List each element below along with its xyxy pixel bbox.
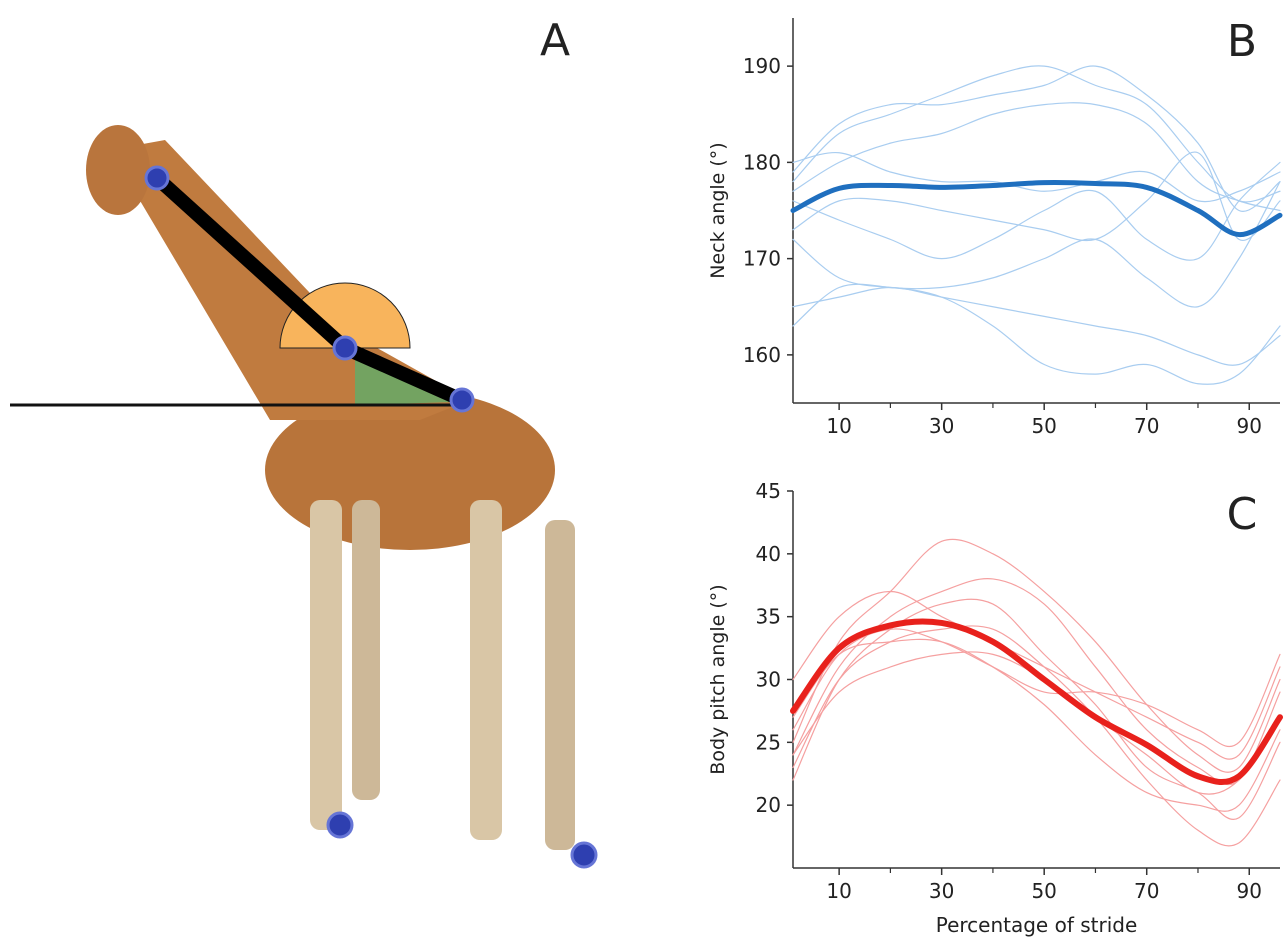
y-tick-label: 30 <box>756 668 781 692</box>
x-tick-label: 10 <box>826 414 851 438</box>
marker <box>570 841 598 869</box>
y-tick-label: 45 <box>756 479 781 503</box>
panel-label: A <box>540 15 570 66</box>
x-tick-label: 30 <box>929 879 954 903</box>
series-line <box>792 628 1281 748</box>
series-line <box>790 618 1283 785</box>
y-tick-label: 190 <box>743 54 781 78</box>
y-axis-label: Body pitch angle (°) <box>707 584 729 774</box>
series-line <box>792 625 1281 847</box>
x-axis-label: Percentage of stride <box>936 913 1138 937</box>
y-tick-label: 35 <box>756 605 781 629</box>
x-tick-label: 30 <box>929 414 954 438</box>
panel-label: B <box>1227 16 1257 67</box>
series-line <box>792 102 1281 212</box>
x-tick-label: 70 <box>1134 879 1159 903</box>
y-tick-label: 40 <box>756 542 781 566</box>
giraffe-illustration: A <box>10 15 598 869</box>
panel-label: C <box>1227 489 1258 540</box>
y-tick-label: 160 <box>743 343 781 367</box>
x-tick-label: 90 <box>1237 414 1262 438</box>
series-line <box>792 181 1281 308</box>
x-tick-label: 70 <box>1134 414 1159 438</box>
angle-arc <box>279 282 411 349</box>
markers <box>144 165 598 869</box>
giraffe-head <box>86 125 150 215</box>
marker <box>449 387 475 413</box>
series-line <box>792 161 1281 261</box>
y-axis-label: Neck angle (°) <box>707 142 729 278</box>
marker <box>332 335 358 361</box>
y-tick-label: 170 <box>743 247 781 271</box>
series-line <box>792 286 1281 366</box>
series-line <box>792 151 1281 242</box>
marker <box>326 811 354 839</box>
series-line <box>792 538 1281 773</box>
x-tick-label: 90 <box>1237 879 1262 903</box>
series-line <box>792 152 1281 203</box>
y-tick-label: 180 <box>743 150 781 174</box>
series-line <box>792 598 1281 820</box>
marker <box>144 165 170 191</box>
series-line <box>792 578 1281 786</box>
series-line <box>792 283 1281 385</box>
y-tick-label: 25 <box>756 730 781 754</box>
giraffe-leg <box>310 500 342 830</box>
giraffe-leg <box>545 520 575 850</box>
giraffe-leg <box>470 500 502 840</box>
x-tick-label: 50 <box>1031 879 1056 903</box>
x-tick-label: 10 <box>826 879 851 903</box>
series-line <box>792 65 1281 203</box>
giraffe-leg <box>352 500 380 800</box>
x-tick-label: 50 <box>1031 414 1056 438</box>
series-line <box>792 638 1281 812</box>
y-tick-label: 20 <box>756 793 781 817</box>
series-line <box>790 179 1283 238</box>
series-line <box>792 65 1281 212</box>
